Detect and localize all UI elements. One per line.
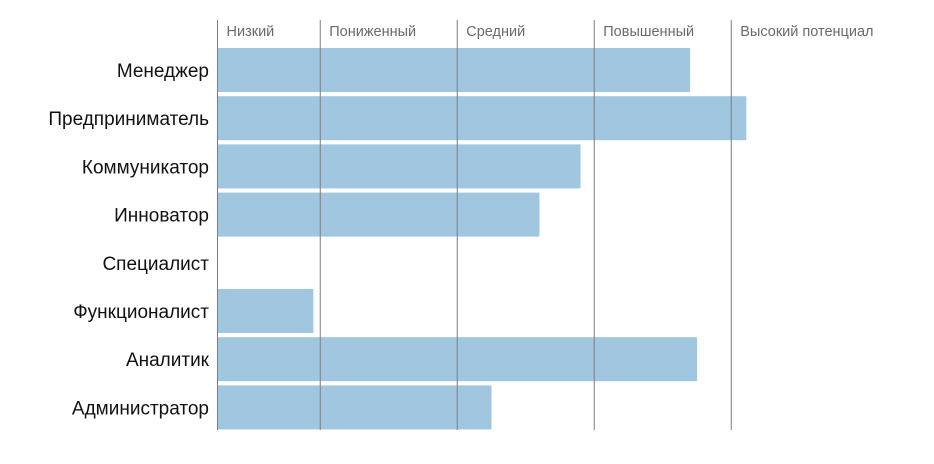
- category-label-8: Администратор: [72, 398, 209, 419]
- level-label-2: Пониженный: [329, 24, 416, 40]
- level-label-5: Высокий потенциал: [740, 24, 873, 40]
- category-label-5: Специалист: [102, 254, 209, 275]
- bar-category-1: [217, 48, 691, 92]
- bar-category-3: [217, 144, 581, 189]
- bar-category-4: [217, 192, 540, 237]
- gridlines-layer: [217, 20, 732, 430]
- level-labels-layer: Низкий Пониженный Средний Повышенный Высокий…: [227, 24, 874, 40]
- level-label-3: Средний: [466, 24, 525, 40]
- category-label-6: Функционалист: [73, 302, 209, 323]
- level-label-4: Повышенный: [603, 24, 694, 40]
- category-label-2: Предприниматель: [48, 109, 209, 130]
- category-label-4: Инноватор: [114, 206, 209, 227]
- bars-layer: [217, 48, 747, 430]
- category-labels-layer: Менеджер Предприниматель Коммуникатор Иннов…: [48, 61, 209, 419]
- bar-category-6: [217, 289, 314, 333]
- category-label-3: Коммуникатор: [82, 157, 209, 178]
- level-label-1: Низкий: [227, 24, 275, 40]
- category-label-7: Аналитик: [126, 350, 210, 371]
- bar-category-2: [217, 96, 747, 141]
- category-label-1: Менеджер: [117, 61, 209, 82]
- bar-category-8: [217, 385, 492, 430]
